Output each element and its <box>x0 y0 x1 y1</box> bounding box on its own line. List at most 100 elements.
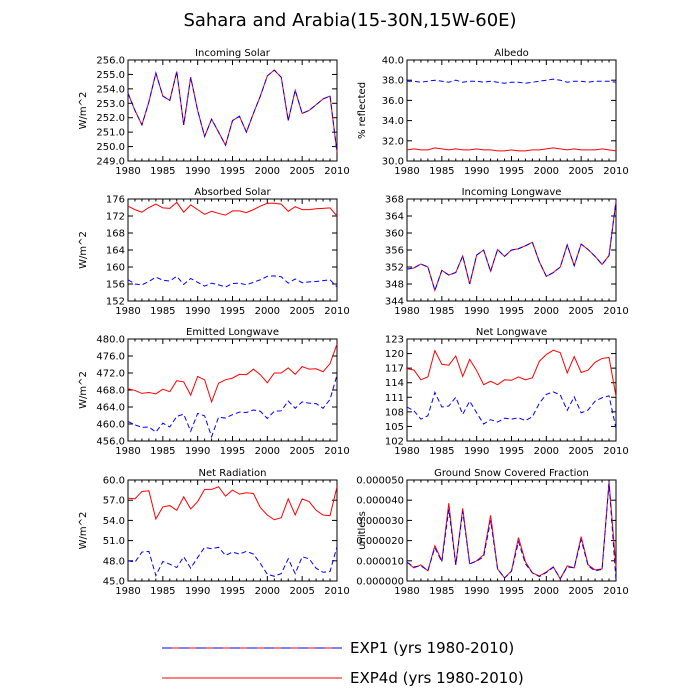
x-tick-label: 2010 <box>603 306 628 317</box>
y-tick-label: 152 <box>106 297 125 308</box>
y-tick-label: 105 <box>385 422 404 433</box>
panel-title: Ground Snow Covered Fraction <box>434 468 589 479</box>
x-tick-label: 2010 <box>603 586 628 597</box>
x-tick-label: 1985 <box>150 306 175 317</box>
panel-incoming-longwave: Incoming Longwave 1980 1985 1990 1995 2000 200… <box>385 187 629 317</box>
x-tick-label: 2005 <box>568 166 593 177</box>
y-tick-label: 111 <box>385 393 404 404</box>
x-tick-label: 2005 <box>289 586 314 597</box>
y-tick-label: 356 <box>385 246 404 257</box>
y-tick-label: 0.000050 <box>356 476 404 487</box>
series-line-exp4d <box>127 343 338 404</box>
panel-albedo: Albedo 1980 1985 1990 1995 2000 2005 2010 30.0 32… <box>357 48 629 177</box>
x-tick-label: 1995 <box>220 306 245 317</box>
y-tick-label: 114 <box>385 378 404 389</box>
x-tick-label: 2010 <box>603 446 628 457</box>
x-tick-label: 1995 <box>499 166 524 177</box>
panel-title: Incoming Longwave <box>462 187 562 198</box>
x-tick-label: 2005 <box>289 446 314 457</box>
y-tick-label: 176 <box>106 195 125 206</box>
panel-title: Net Radiation <box>199 468 267 479</box>
panel-incoming-solar: Incoming Solar 1980 1985 1990 1995 2000 2005 20… <box>78 48 350 177</box>
series-line-exp1 <box>127 275 338 288</box>
x-tick-label: 1995 <box>220 166 245 177</box>
y-tick-label: 38.0 <box>382 76 404 87</box>
x-tick-label: 1990 <box>185 586 210 597</box>
x-tick-label: 2005 <box>289 166 314 177</box>
y-tick-label: 464.0 <box>96 403 125 414</box>
plot-frame <box>406 338 617 442</box>
legend-label: EXP1 (yrs 1980-2010) <box>350 639 514 657</box>
y-tick-label: 364 <box>385 212 404 223</box>
page-title: Sahara and Arabia(15-30N,15W-60E) <box>183 10 517 31</box>
y-tick-label: 45.0 <box>103 577 125 588</box>
y-tick-label: 120 <box>385 349 404 360</box>
y-tick-label: 476.0 <box>96 352 125 363</box>
x-tick-label: 2010 <box>324 586 349 597</box>
x-tick-label: 2000 <box>255 306 280 317</box>
series-line-exp1 <box>127 69 338 153</box>
y-tick-label: 60.0 <box>103 476 125 487</box>
x-tick-label: 2005 <box>568 586 593 597</box>
x-tick-label: 2000 <box>255 586 280 597</box>
y-tick-label: 51.0 <box>103 536 125 547</box>
y-tick-label: 117 <box>385 364 404 375</box>
y-tick-label: 57.0 <box>103 496 125 507</box>
panel-net-radiation: Net Radiation 1980 1985 1990 1995 2000 2005 201… <box>78 468 350 597</box>
x-tick-label: 2000 <box>255 166 280 177</box>
y-tick-label: 348 <box>385 280 404 291</box>
x-tick-label: 1995 <box>499 446 524 457</box>
y-tick-label: 352 <box>385 263 404 274</box>
y-axis-label: W/m^2 <box>78 92 89 130</box>
y-tick-label: 251.0 <box>96 128 125 139</box>
x-tick-label: 2010 <box>324 166 349 177</box>
series-line-exp4d <box>406 147 617 152</box>
y-tick-label: 254.0 <box>96 84 125 95</box>
series-line-exp1 <box>406 391 617 429</box>
panel-emitted-longwave: Emitted Longwave 1980 1985 1990 1995 2000 2005… <box>78 327 350 457</box>
x-tick-label: 1990 <box>185 306 210 317</box>
panel-net-longwave: Net Longwave 1980 1985 1990 1995 2000 2005 2010… <box>385 327 629 457</box>
y-tick-label: 164 <box>106 246 125 257</box>
plot-frame <box>406 59 617 162</box>
panel-title: Incoming Solar <box>195 48 271 59</box>
y-tick-label: 123 <box>385 335 404 346</box>
legend-item-2: EXP4d (yrs 1980-2010) <box>162 669 524 687</box>
plot-frame <box>127 338 338 442</box>
y-tick-label: 0.000040 <box>356 496 404 507</box>
y-tick-label: 253.0 <box>96 99 125 110</box>
series-line-exp1 <box>127 546 338 577</box>
y-tick-label: 40.0 <box>382 56 404 67</box>
y-tick-label: 36.0 <box>382 96 404 107</box>
y-tick-label: 156 <box>106 280 125 291</box>
y-tick-label: 0.000020 <box>356 536 404 547</box>
y-tick-label: 468.0 <box>96 386 125 397</box>
x-tick-label: 1980 <box>394 166 419 177</box>
series-line-exp4d <box>406 201 617 293</box>
x-tick-label: 1985 <box>150 446 175 457</box>
x-tick-label: 2000 <box>534 306 559 317</box>
legend-label: EXP4d (yrs 1980-2010) <box>350 669 524 687</box>
x-tick-label: 1980 <box>394 306 419 317</box>
y-axis-label: W/m^2 <box>78 371 89 409</box>
series-line-exp1 <box>127 374 338 439</box>
panel-title: Absorbed Solar <box>194 187 271 198</box>
x-tick-label: 1990 <box>464 446 489 457</box>
y-tick-label: 472.0 <box>96 369 125 380</box>
x-tick-label: 1985 <box>150 166 175 177</box>
x-tick-label: 1990 <box>464 586 489 597</box>
x-tick-label: 1995 <box>220 586 245 597</box>
series-line-exp4d <box>127 486 338 521</box>
x-tick-label: 2005 <box>568 446 593 457</box>
x-tick-label: 1985 <box>429 306 454 317</box>
y-tick-label: 255.0 <box>96 70 125 81</box>
y-tick-label: 102 <box>385 437 404 448</box>
plot-frame <box>127 59 338 162</box>
x-tick-label: 1980 <box>115 306 140 317</box>
x-tick-label: 1985 <box>150 586 175 597</box>
y-axis-label: W/m^2 <box>78 231 89 269</box>
x-tick-label: 1980 <box>115 166 140 177</box>
y-tick-label: 30.0 <box>382 157 404 168</box>
y-tick-label: 32.0 <box>382 136 404 147</box>
y-tick-label: 168 <box>106 229 125 240</box>
